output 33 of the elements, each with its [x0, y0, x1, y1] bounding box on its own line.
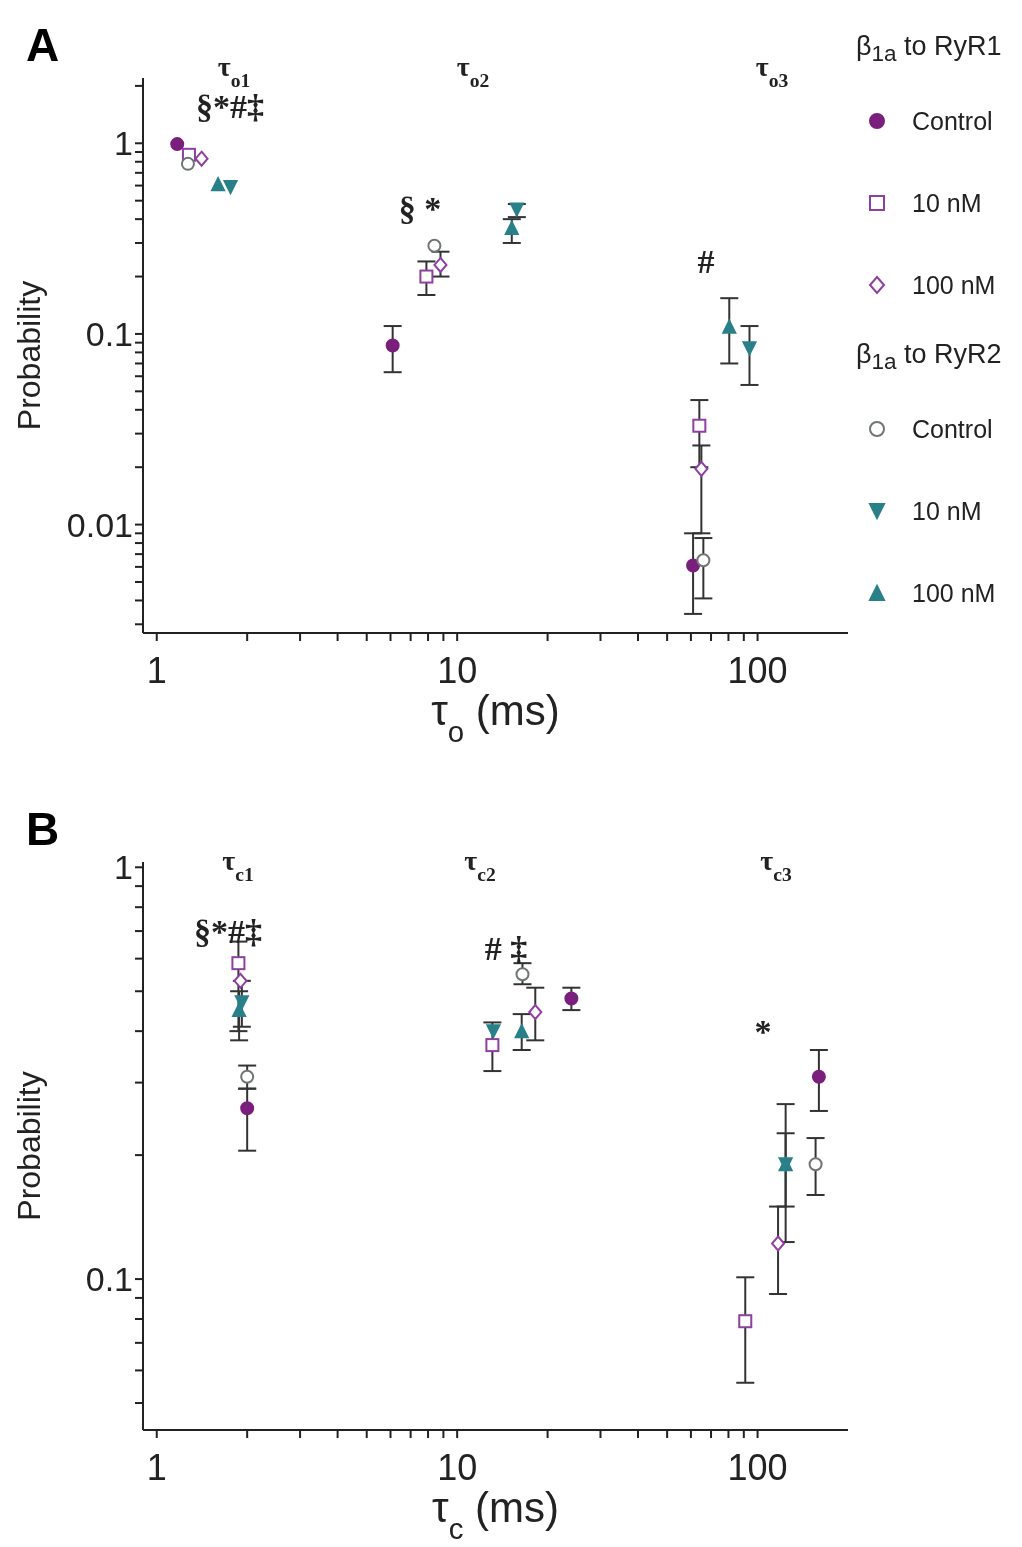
y-tick-label: 0.1 — [85, 1260, 133, 1299]
x-tick-label: 1 — [146, 649, 167, 691]
legend-label: 10 nM — [912, 188, 982, 218]
annotation: τ$_{o1}$ — [217, 51, 251, 91]
annotation: τ$_{o2}$ — [456, 51, 490, 91]
annotation: τ$_{c2}$ — [464, 845, 496, 885]
annotation: § * — [398, 190, 442, 227]
legend-label: Control — [912, 414, 993, 444]
annotation: τ$_{c3}$ — [760, 845, 792, 885]
x-tick-label: 100 — [727, 649, 788, 691]
y-tick-label: 0.01 — [66, 505, 133, 544]
text: β$_{1a}$ to RyR1 — [856, 30, 1002, 68]
y-tick-label: 1 — [114, 124, 133, 163]
chart-title: B — [26, 802, 60, 856]
annotation: # ‡ — [484, 930, 528, 967]
annotation: # — [697, 243, 715, 280]
annotation: §*#‡ — [196, 88, 264, 125]
annotation: τ$_{c1}$ — [222, 845, 254, 885]
x-tick-label: 1 — [146, 1446, 167, 1488]
chart-title: A — [26, 18, 60, 72]
y-axis-title: Probability — [11, 1071, 47, 1221]
y-tick-label: 0.1 — [85, 315, 133, 354]
y-tick-label: 1 — [114, 848, 133, 887]
text: β$_{1a}$ to RyR2 — [856, 338, 1002, 376]
legend-label: 10 nM — [912, 496, 982, 526]
legend-label: 100 nM — [912, 578, 996, 608]
legend-label: 100 nM — [912, 270, 996, 300]
legend-label: Control — [912, 106, 993, 136]
y-axis-title: Probability — [11, 280, 47, 431]
x-tick-label: 100 — [727, 1446, 788, 1488]
annotation: * — [754, 1013, 772, 1050]
annotation: §*#‡ — [194, 913, 262, 950]
annotation: τ$_{o3}$ — [755, 51, 789, 91]
